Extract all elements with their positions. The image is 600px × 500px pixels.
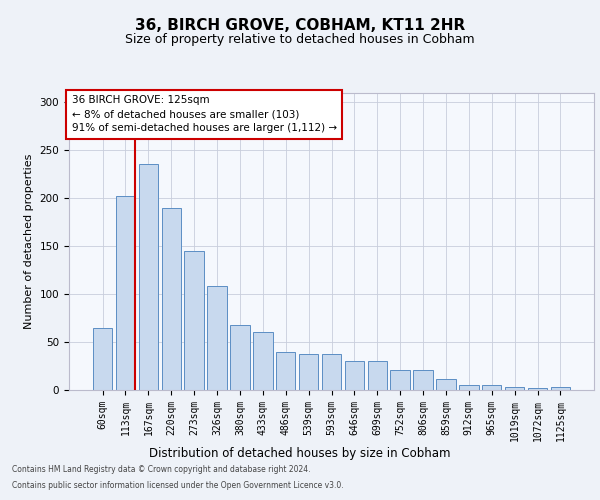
Bar bbox=[116, 196, 135, 390]
Text: 36 BIRCH GROVE: 125sqm
← 8% of detached houses are smaller (103)
91% of semi-det: 36 BIRCH GROVE: 125sqm ← 8% of detached … bbox=[71, 96, 337, 134]
Bar bbox=[184, 251, 204, 390]
Bar bbox=[322, 354, 341, 390]
Bar bbox=[161, 208, 181, 390]
Bar bbox=[413, 370, 433, 390]
Bar bbox=[139, 164, 158, 390]
Bar bbox=[505, 387, 524, 390]
Bar bbox=[344, 361, 364, 390]
Bar bbox=[276, 352, 295, 390]
Text: 36, BIRCH GROVE, COBHAM, KT11 2HR: 36, BIRCH GROVE, COBHAM, KT11 2HR bbox=[135, 18, 465, 32]
Bar bbox=[436, 380, 455, 390]
Bar bbox=[459, 385, 479, 390]
Bar bbox=[551, 387, 570, 390]
Text: Size of property relative to detached houses in Cobham: Size of property relative to detached ho… bbox=[125, 32, 475, 46]
Bar bbox=[528, 388, 547, 390]
Bar bbox=[299, 354, 319, 390]
Bar bbox=[391, 370, 410, 390]
Bar bbox=[482, 385, 502, 390]
Bar bbox=[230, 324, 250, 390]
Bar bbox=[208, 286, 227, 390]
Bar bbox=[93, 328, 112, 390]
Y-axis label: Number of detached properties: Number of detached properties bbox=[24, 154, 34, 329]
Text: Contains HM Land Registry data © Crown copyright and database right 2024.: Contains HM Land Registry data © Crown c… bbox=[12, 466, 311, 474]
Text: Contains public sector information licensed under the Open Government Licence v3: Contains public sector information licen… bbox=[12, 480, 344, 490]
Bar bbox=[368, 361, 387, 390]
Bar bbox=[253, 332, 272, 390]
Text: Distribution of detached houses by size in Cobham: Distribution of detached houses by size … bbox=[149, 448, 451, 460]
